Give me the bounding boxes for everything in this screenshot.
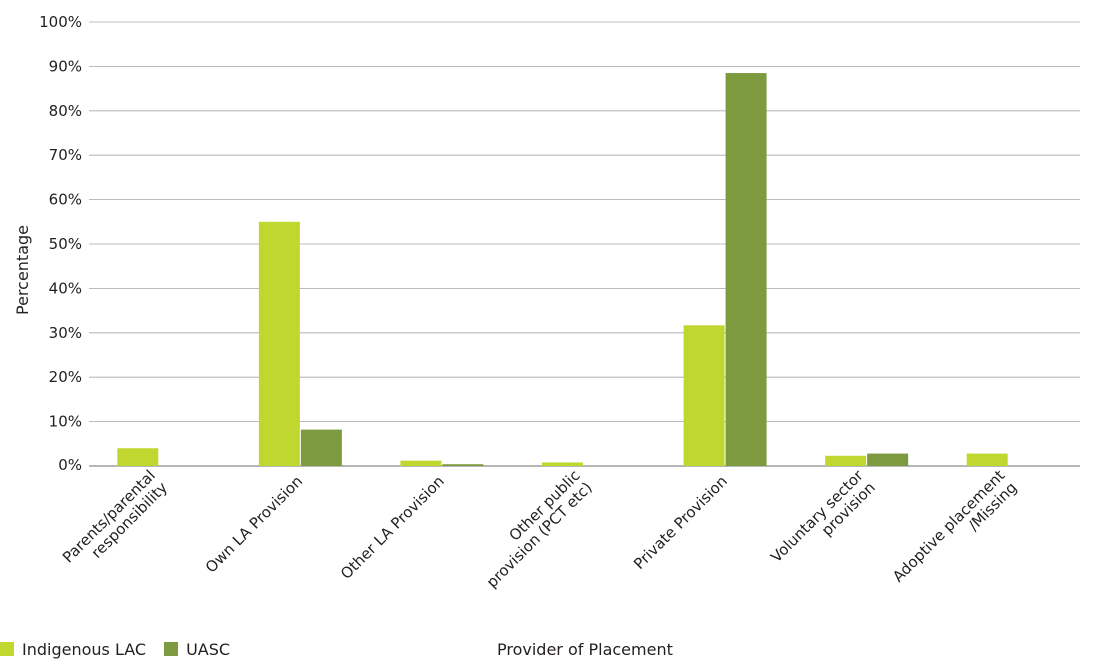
legend: Indigenous LAC UASC	[0, 637, 230, 661]
legend-swatch	[0, 642, 14, 656]
legend-label: UASC	[186, 639, 231, 659]
svg-text:Adoptive placement/Missing: Adoptive placement/Missing	[889, 466, 1020, 597]
svg-text:Other publicprovision (PCT etc: Other publicprovision (PCT etc)	[471, 466, 596, 591]
x-tick-label-line: Adoptive placement	[889, 466, 1008, 585]
x-tick-label: Private Provision	[630, 472, 731, 573]
legend-label: Indigenous LAC	[22, 639, 147, 659]
x-tick-label-line: Other LA Provision	[337, 472, 448, 583]
x-tick-label: Parents/parentalresponsibility	[59, 466, 171, 578]
bar-uasc	[442, 464, 484, 466]
x-tick-label-line: Private Provision	[630, 472, 731, 573]
legend-item-indigenous-lac: Indigenous LAC	[0, 640, 146, 659]
legend-item-uasc: UASC	[164, 640, 230, 659]
x-tick-label: Voluntary sectorprovision	[767, 466, 879, 578]
bar-indigenous-lac	[258, 221, 300, 466]
y-tick-label: 60%	[49, 191, 82, 209]
y-axis-title: Percentage	[13, 225, 32, 315]
y-tick-label: 10%	[49, 413, 82, 431]
x-axis-tick-labels: Parents/parentalresponsibility Own LA Pro…	[59, 466, 1020, 597]
bar-indigenous-lac	[542, 462, 583, 466]
x-tick-label: Adoptive placement/Missing	[889, 466, 1020, 597]
bar-uasc	[867, 453, 909, 466]
bar-indigenous-lac	[683, 325, 725, 466]
svg-text:Other LA Provision: Other LA Provision	[337, 472, 448, 583]
x-tick-label: Other LA Provision	[337, 472, 448, 583]
y-tick-label: 100%	[39, 13, 82, 31]
bar-indigenous-lac	[117, 448, 159, 466]
bar-indigenous-lac	[966, 453, 1008, 466]
y-tick-label: 90%	[49, 57, 82, 75]
y-tick-label: 40%	[49, 279, 82, 297]
svg-text:Private Provision: Private Provision	[630, 472, 731, 573]
legend-swatch	[164, 642, 179, 656]
y-tick-label: 70%	[49, 146, 82, 164]
y-tick-label: 0%	[58, 456, 82, 474]
bar-uasc	[300, 429, 342, 466]
x-tick-label-line: provision (PCT etc)	[483, 478, 596, 591]
svg-text:Own LA Provision: Own LA Provision	[202, 472, 306, 576]
bar-uasc	[725, 73, 767, 466]
y-tick-label: 80%	[49, 102, 82, 120]
gridlines	[89, 21, 1080, 467]
y-tick-label: 50%	[49, 235, 82, 253]
y-tick-label: 20%	[49, 368, 82, 386]
bar-indigenous-lac	[400, 460, 442, 466]
y-tick-label: 30%	[49, 324, 82, 342]
svg-text:Parents/parentalresponsibility: Parents/parentalresponsibility	[59, 466, 171, 578]
x-tick-label-line: Own LA Provision	[202, 472, 306, 576]
x-tick-label: Other publicprovision (PCT etc)	[471, 466, 596, 591]
bars	[117, 73, 1008, 466]
y-axis-ticks: 0% 10% 20% 30% 40% 50% 60% 70% 80% 90% 100%	[39, 13, 82, 474]
bar-indigenous-lac	[825, 455, 867, 466]
x-tick-label: Own LA Provision	[202, 472, 306, 576]
svg-text:Voluntary sectorprovision: Voluntary sectorprovision	[767, 466, 879, 578]
x-axis-title: Provider of Placement	[497, 640, 673, 659]
